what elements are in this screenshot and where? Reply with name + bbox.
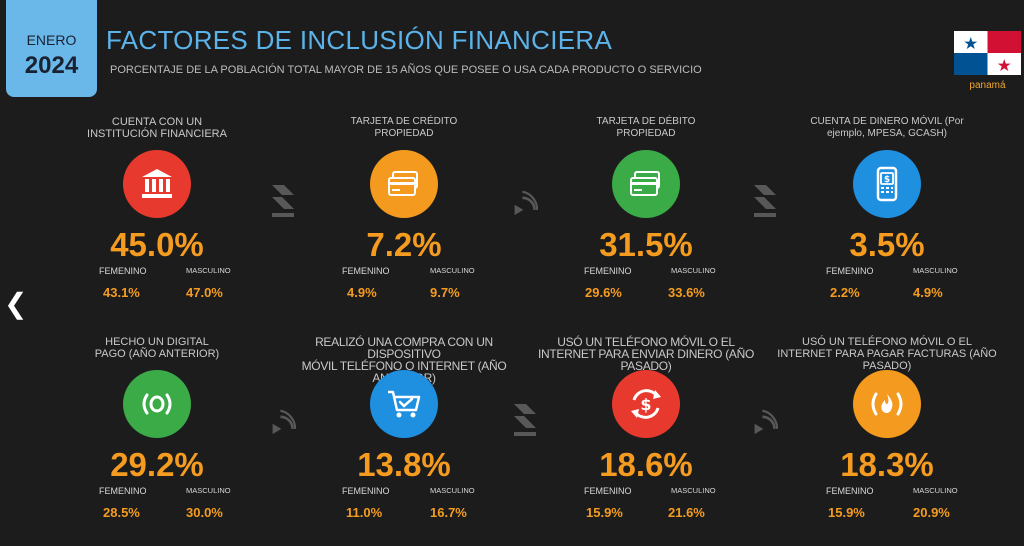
- stat-card-debit-card: TARJETA DE DÉBITO PROPIEDAD 31.5% FEMENI…: [526, 116, 766, 326]
- stat-value: 13.8%: [357, 446, 451, 483]
- date-month: ENERO: [26, 32, 77, 48]
- icon-badge: [853, 370, 921, 438]
- stat-card-label: CUENTA CON UN INSTITUCIÓN FINANCIERA: [87, 116, 227, 140]
- digital-payment-icon: [142, 393, 172, 415]
- female-value: 15.9%: [586, 505, 623, 520]
- icon-badge: [123, 370, 191, 438]
- stat-value: 3.5%: [849, 226, 925, 263]
- stat-value: 18.6%: [599, 446, 693, 483]
- country-label: panamá: [969, 80, 1006, 91]
- icon-badge: $: [612, 370, 680, 438]
- watermark-signal-icon: [272, 409, 296, 435]
- female-label: FEMENINO: [99, 486, 147, 496]
- stat-card-label: TARJETA DE DÉBITO PROPIEDAD: [596, 116, 696, 139]
- shopping-cart-icon: [388, 390, 421, 418]
- previous-slide-chevron-icon[interactable]: ❮: [4, 288, 28, 319]
- watermark-logo-icon: [272, 185, 294, 217]
- debit-card-icon: [630, 171, 660, 196]
- female-label: FEMENINO: [342, 486, 390, 496]
- female-label: FEMENINO: [584, 266, 632, 276]
- male-label: MASCULINO: [671, 266, 716, 275]
- female-value: 43.1%: [103, 285, 140, 300]
- stat-card-label: USÓ UN TELÉFONO MÓVIL O EL INTERNET PARA…: [777, 336, 997, 372]
- watermark-signal-icon: [754, 409, 778, 435]
- male-value: 9.7%: [430, 285, 460, 300]
- icon-badge: [370, 370, 438, 438]
- stat-card-account: CUENTA CON UN INSTITUCIÓN FINANCIERA 45.…: [37, 116, 277, 326]
- stat-card-send-money: USÓ UN TELÉFONO MÓVIL O EL INTERNET PARA…: [526, 336, 766, 546]
- female-value: 29.6%: [585, 285, 622, 300]
- stat-card-label: TARJETA DE CRÉDITO PROPIEDAD: [350, 116, 458, 139]
- male-label: MASCULINO: [913, 266, 958, 275]
- icon-badge: [612, 150, 680, 218]
- icon-badge: [123, 150, 191, 218]
- icon-badge: $: [853, 150, 921, 218]
- credit-card-icon: [388, 171, 418, 196]
- male-value: 30.0%: [186, 505, 223, 520]
- female-label: FEMENINO: [342, 266, 390, 276]
- watermark-logo-icon: [514, 404, 536, 436]
- stat-value: 18.3%: [840, 446, 934, 483]
- mobile-money-icon: $: [876, 166, 898, 202]
- stat-card-mobile-money: CUENTA DE DINERO MÓVIL (Por ejemplo, MPE…: [767, 116, 1007, 326]
- page-subtitle: PORCENTAJE DE LA POBLACIÓN TOTAL MAYOR D…: [110, 64, 702, 76]
- female-value: 28.5%: [103, 505, 140, 520]
- stat-card-online-purchase: REALIZÓ UNA COMPRA CON UN DISPOSITIVO MÓ…: [284, 336, 524, 546]
- stat-card-digital-payment: HECHO UN DIGITAL PAGO (AÑO ANTERIOR) 29.…: [37, 336, 277, 546]
- svg-text:$: $: [640, 395, 651, 414]
- male-value: 16.7%: [430, 505, 467, 520]
- watermark-logo-icon: [754, 185, 776, 217]
- date-year: 2024: [24, 52, 79, 79]
- stat-card-bill-payment: USÓ UN TELÉFONO MÓVIL O EL INTERNET PARA…: [767, 336, 1007, 546]
- male-value: 20.9%: [913, 505, 950, 520]
- male-label: MASCULINO: [186, 486, 231, 495]
- bill-payment-icon: [871, 392, 903, 416]
- stat-card-label: HECHO UN DIGITAL PAGO (AÑO ANTERIOR): [94, 336, 220, 360]
- female-value: 15.9%: [828, 505, 865, 520]
- page-title: FACTORES DE INCLUSIÓN FINANCIERA: [106, 25, 613, 55]
- female-label: FEMENINO: [584, 486, 632, 496]
- male-label: MASCULINO: [913, 486, 958, 495]
- stat-value: 31.5%: [599, 226, 693, 263]
- icon-badge: [370, 150, 438, 218]
- stat-card-label: USÓ UN TELÉFONO MÓVIL O EL INTERNET PARA…: [538, 335, 754, 373]
- bank-icon: [142, 169, 172, 198]
- male-value: 33.6%: [668, 285, 705, 300]
- watermark-signal-icon: [514, 190, 538, 216]
- male-label: MASCULINO: [430, 486, 475, 495]
- female-value: 11.0%: [346, 505, 383, 520]
- stat-card-label: REALIZÓ UNA COMPRA CON UN DISPOSITIVO MÓ…: [301, 335, 507, 384]
- stat-value: 29.2%: [110, 446, 204, 483]
- female-label: FEMENINO: [826, 266, 874, 276]
- male-label: MASCULINO: [430, 266, 475, 275]
- svg-text:$: $: [884, 175, 890, 185]
- panama-flag-icon: [954, 31, 1021, 75]
- male-value: 21.6%: [668, 505, 705, 520]
- stat-card-label: CUENTA DE DINERO MÓVIL (Por ejemplo, MPE…: [810, 116, 964, 139]
- stat-card-credit-card: TARJETA DE CRÉDITO PROPIEDAD 7.2% FEMENI…: [284, 116, 524, 326]
- male-label: MASCULINO: [186, 266, 231, 275]
- female-label: FEMENINO: [826, 486, 874, 496]
- male-value: 4.9%: [913, 285, 943, 300]
- female-value: 4.9%: [347, 285, 377, 300]
- female-value: 2.2%: [830, 285, 860, 300]
- female-label: FEMENINO: [99, 266, 147, 276]
- male-value: 47.0%: [186, 285, 223, 300]
- stat-value: 7.2%: [366, 226, 442, 263]
- male-label: MASCULINO: [671, 486, 716, 495]
- send-money-icon: $: [631, 389, 661, 419]
- date-badge: ENERO 2024: [6, 0, 97, 97]
- stat-value: 45.0%: [110, 226, 204, 263]
